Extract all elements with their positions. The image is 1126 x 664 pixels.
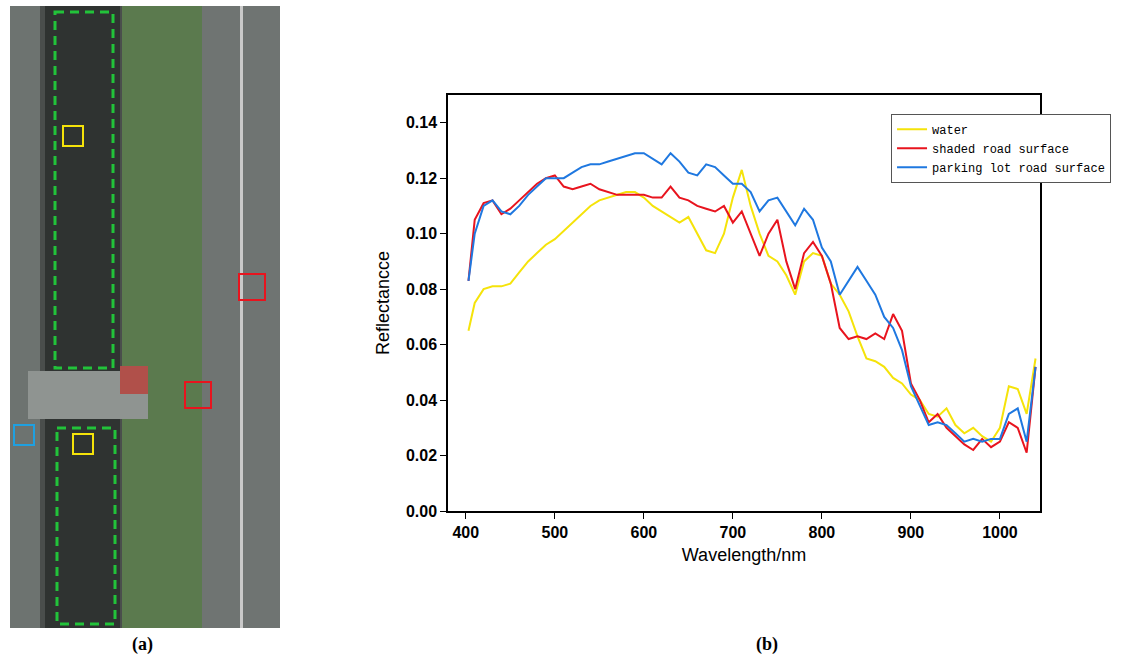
svg-text:900: 900 bbox=[898, 524, 925, 541]
svg-text:700: 700 bbox=[720, 524, 747, 541]
svg-text:500: 500 bbox=[541, 524, 568, 541]
svg-text:Wavelength/nm: Wavelength/nm bbox=[682, 545, 806, 565]
svg-text:shaded road surface: shaded road surface bbox=[932, 143, 1069, 157]
svg-text:0.12: 0.12 bbox=[406, 170, 437, 187]
html-text:(b): (b) bbox=[756, 634, 778, 654]
svg-text:0.06: 0.06 bbox=[406, 336, 437, 353]
svg-text:1000: 1000 bbox=[982, 524, 1018, 541]
svg-text:800: 800 bbox=[809, 524, 836, 541]
svg-text:water: water bbox=[932, 124, 968, 138]
svg-text:600: 600 bbox=[630, 524, 657, 541]
html-text:(a): (a) bbox=[132, 634, 153, 654]
svg-text:0.04: 0.04 bbox=[406, 392, 437, 409]
svg-text:Reflectancce: Reflectancce bbox=[373, 251, 393, 355]
svg-text:parking lot road surface: parking lot road surface bbox=[932, 162, 1105, 176]
svg-text:0.08: 0.08 bbox=[406, 281, 437, 298]
svg-text:0.02: 0.02 bbox=[406, 447, 437, 464]
svg-text:0.00: 0.00 bbox=[406, 503, 437, 520]
svg-text:400: 400 bbox=[452, 524, 479, 541]
svg-text:0.10: 0.10 bbox=[406, 225, 437, 242]
svg-text:0.14: 0.14 bbox=[406, 114, 437, 131]
